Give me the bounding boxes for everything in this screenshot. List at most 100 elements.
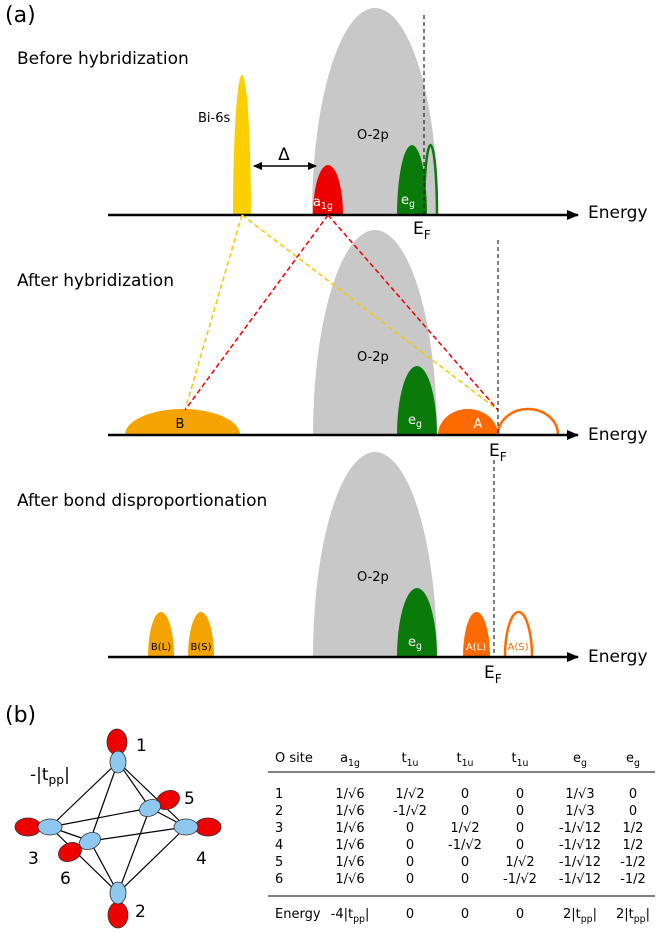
table-cell: -4|tpp| [331, 907, 370, 925]
text-part: 2|t [616, 907, 634, 922]
text-part: -4|t [331, 907, 353, 922]
subscript: 1u [462, 758, 474, 769]
table-cell: -1/√2 [448, 838, 482, 853]
table-cell: 1/√6 [335, 838, 364, 853]
site-label: 3 [28, 849, 39, 869]
table-cell: 0 [461, 872, 469, 887]
table-cell: 0 [516, 907, 524, 922]
text-part: | [593, 907, 597, 922]
fermi-label: EF [484, 663, 502, 686]
table-cell: 2|tpp| [563, 907, 597, 925]
band-label: B(L) [151, 642, 171, 653]
table-header: eg [626, 751, 640, 769]
table-cell: 0 [516, 838, 524, 853]
table-cell: 5 [275, 855, 283, 870]
table-cell: 0 [461, 855, 469, 870]
site-label: 5 [184, 789, 195, 809]
site-label: 6 [60, 869, 71, 889]
band-label: B [176, 417, 185, 432]
subscript: g [634, 758, 640, 769]
table-cell: 2 [275, 804, 283, 819]
table-cell: -1/√12 [559, 872, 601, 887]
band-label: O-2p [357, 350, 389, 365]
band-label: A(S) [508, 642, 529, 653]
table-cell: 0 [461, 907, 469, 922]
subscript: pp [353, 914, 365, 925]
a-band [438, 409, 498, 435]
table-cell: 1/2 [623, 838, 644, 853]
table-cell: 0 [516, 804, 524, 819]
table-header: t1u [402, 751, 419, 769]
table-cell: -1/√12 [559, 838, 601, 853]
table-cell: Energy [275, 907, 321, 922]
subscript: 1u [517, 758, 529, 769]
table-cell: -1/2 [620, 872, 646, 887]
table-cell: 0 [629, 804, 637, 819]
band-label: O-2p [357, 570, 389, 585]
subscript: 1g [348, 758, 360, 769]
table-cell: 1/√3 [565, 804, 594, 819]
table-cell: 1/√3 [565, 787, 594, 802]
site-label: 4 [196, 849, 207, 869]
table-cell: 1/√2 [450, 821, 479, 836]
subscript: pp [634, 914, 646, 925]
axis-label: Energy [588, 647, 648, 667]
table-cell: 4 [275, 838, 283, 853]
page: (a) Before hybridization Bi-6s Δ O-2p a1… [0, 0, 656, 933]
table-cell: 0 [406, 855, 414, 870]
table-cell: -1/√12 [559, 855, 601, 870]
table-cell: 0 [406, 872, 414, 887]
table-cell: 1/√6 [335, 821, 364, 836]
band-label: B(S) [190, 642, 211, 653]
table-cell: 1/√6 [335, 855, 364, 870]
table-cell: 0 [461, 787, 469, 802]
site-label: 2 [135, 902, 146, 922]
text-part: | [646, 907, 650, 922]
a-empty [498, 409, 558, 435]
table-cell: 1/√6 [335, 872, 364, 887]
text-part: e [626, 751, 634, 766]
bi6s-band [233, 75, 251, 215]
table-cell: 1/√2 [395, 787, 424, 802]
axis-label: Energy [588, 425, 648, 445]
table-header: eg [573, 751, 587, 769]
fermi-label: EF [413, 219, 431, 242]
band-label: A(L) [466, 642, 486, 653]
panel-label: (b) [5, 703, 36, 728]
band-label: O-2p [357, 128, 389, 143]
table-cell: 1/2 [623, 821, 644, 836]
subscript: g [581, 758, 587, 769]
table-header: t1u [512, 751, 529, 769]
table-cell: -1/2 [620, 855, 646, 870]
panel-label: (a) [5, 3, 36, 28]
table-cell: -1/√12 [559, 821, 601, 836]
table-cell: -1/√2 [393, 804, 427, 819]
table-cell: 0 [516, 787, 524, 802]
figure: (a) Before hybridization Bi-6s Δ O-2p a1… [0, 0, 656, 933]
row-title: After bond disproportionation [17, 491, 267, 511]
site-label: 1 [136, 736, 147, 756]
band-label: Bi-6s [198, 111, 230, 126]
subscript: 1u [407, 758, 419, 769]
table-cell: 0 [629, 787, 637, 802]
text-part: | [365, 907, 369, 922]
hopping-label: -|tpp| [30, 765, 70, 787]
table-cell: 0 [406, 838, 414, 853]
text-part: 2|t [563, 907, 581, 922]
table-cell: 0 [516, 821, 524, 836]
table-header: O site [275, 751, 313, 766]
table-cell: -1/√2 [503, 872, 537, 887]
text-part: e [573, 751, 581, 766]
table-header: t1u [457, 751, 474, 769]
table-cell: 0 [406, 821, 414, 836]
table-cell: 2|tpp| [616, 907, 650, 925]
fermi-label: EF [489, 441, 507, 464]
row-title: Before hybridization [17, 49, 189, 69]
table-cell: 1/√2 [505, 855, 534, 870]
band-label: A [474, 417, 483, 432]
table-cell: 1/√6 [335, 804, 364, 819]
delta-label: Δ [278, 145, 290, 165]
subscript: pp [581, 914, 593, 925]
table-cell: 0 [406, 907, 414, 922]
